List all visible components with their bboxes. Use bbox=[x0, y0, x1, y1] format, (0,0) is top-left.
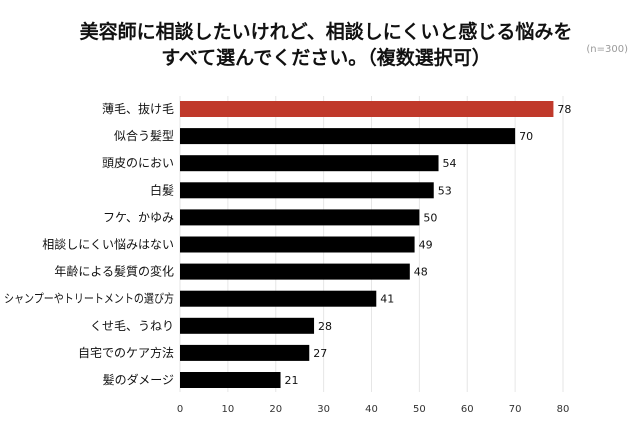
category-label: 自宅でのケア方法 bbox=[78, 345, 174, 360]
bar bbox=[180, 155, 439, 172]
category-label: 薄毛、抜け毛 bbox=[102, 101, 174, 116]
category-label: 似合う髪型 bbox=[114, 128, 174, 143]
category-label: くせ毛、うねり bbox=[90, 319, 174, 333]
value-label: 27 bbox=[313, 347, 327, 360]
chart-title-line-1: 美容師に相談したいけれど、相談しにくいと感じる悩みを bbox=[80, 20, 573, 43]
x-tick-label: 50 bbox=[413, 404, 426, 415]
bar bbox=[180, 209, 420, 226]
value-label: 50 bbox=[423, 211, 437, 224]
category-label: シャンプーやトリートメントの選び方 bbox=[4, 291, 174, 306]
bar bbox=[180, 317, 315, 334]
bar bbox=[180, 263, 410, 280]
bar bbox=[180, 101, 554, 117]
category-labels: 薄毛、抜け毛似合う髪型頭皮のにおい白髪フケ、かゆみ相談しにくい悩みはない年齢によ… bbox=[4, 101, 174, 387]
category-label: 年齢による髪質の変化 bbox=[54, 264, 174, 279]
x-axis-ticks: 0 10 20 30 40 50 60 70 80 bbox=[177, 404, 570, 415]
value-label: 78 bbox=[557, 103, 571, 116]
category-label: フケ、かゆみ bbox=[103, 210, 174, 224]
bar bbox=[180, 128, 516, 145]
x-tick-label: 40 bbox=[365, 404, 378, 415]
x-tick-label: 20 bbox=[269, 404, 282, 415]
x-tick-label: 60 bbox=[461, 404, 474, 415]
value-label: 21 bbox=[285, 374, 299, 387]
bar bbox=[180, 182, 434, 199]
value-label: 53 bbox=[438, 184, 452, 197]
x-tick-label: 10 bbox=[222, 404, 235, 415]
value-label: 41 bbox=[380, 293, 394, 306]
bar bbox=[180, 290, 377, 307]
category-label: 白髪 bbox=[150, 182, 174, 197]
value-label: 70 bbox=[519, 130, 533, 143]
value-labels: 78 70 54 53 50 49 48 41 28 27 21 bbox=[285, 103, 572, 387]
category-label: 髪のダメージ bbox=[103, 372, 174, 387]
chart-title-line-2: すべて選んでください。（複数選択可） bbox=[161, 46, 490, 69]
value-label: 48 bbox=[414, 266, 428, 279]
value-label: 28 bbox=[318, 320, 332, 333]
x-tick-label: 0 bbox=[177, 404, 183, 415]
x-tick-label: 80 bbox=[557, 404, 570, 415]
bars bbox=[180, 101, 554, 388]
sample-size-note: (n=300) bbox=[586, 44, 628, 55]
x-tick-label: 70 bbox=[509, 404, 522, 415]
value-label: 49 bbox=[419, 239, 433, 252]
category-label: 頭皮のにおい bbox=[102, 156, 174, 170]
bar bbox=[180, 372, 281, 388]
value-label: 54 bbox=[443, 157, 457, 170]
bar bbox=[180, 344, 310, 361]
bar bbox=[180, 236, 415, 253]
x-tick-label: 30 bbox=[317, 404, 330, 415]
category-label: 相談しにくい悩みはない bbox=[42, 237, 174, 252]
